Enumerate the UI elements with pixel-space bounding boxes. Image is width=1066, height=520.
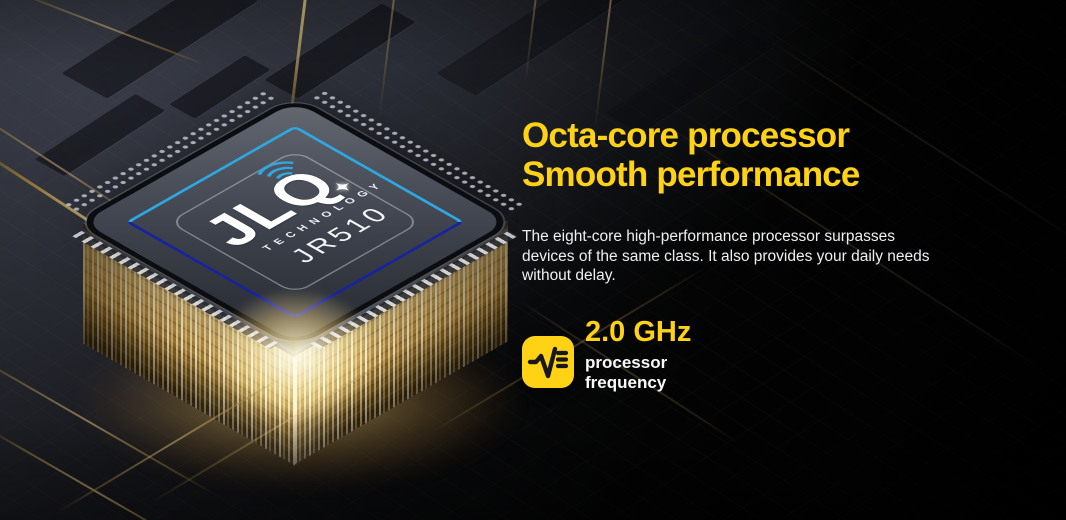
hero-text-column: Octa-core processor Smooth performance T… — [522, 116, 930, 393]
description-line-2: devices of the same class. It also provi… — [522, 247, 930, 265]
frequency-waveform-icon — [522, 335, 574, 388]
page-title-line-1: Octa-core processor — [522, 116, 850, 155]
spec-value: 2.0 GHz — [585, 315, 692, 348]
spec-label-line-1: processor — [585, 352, 668, 372]
spec-label: processor frequency — [585, 353, 691, 393]
spec-text: 2.0 GHz processor frequency — [585, 317, 691, 393]
description-text: The eight-core high-performance processo… — [522, 227, 930, 286]
description-line-1: The eight-core high-performance processo… — [522, 228, 896, 245]
page-title: Octa-core processor Smooth performance — [522, 116, 930, 194]
gold-glow-hotspot — [212, 288, 380, 423]
page-title-line-2: Smooth performance — [522, 155, 860, 194]
description-line-3: without delay. — [522, 267, 616, 284]
spec-row: 2.0 GHz processor frequency — [522, 317, 930, 393]
chip-silkscreen: JL Q ✦ TECHNOLOGY JR510 — [165, 148, 425, 296]
spec-label-line-2: frequency — [585, 372, 667, 392]
